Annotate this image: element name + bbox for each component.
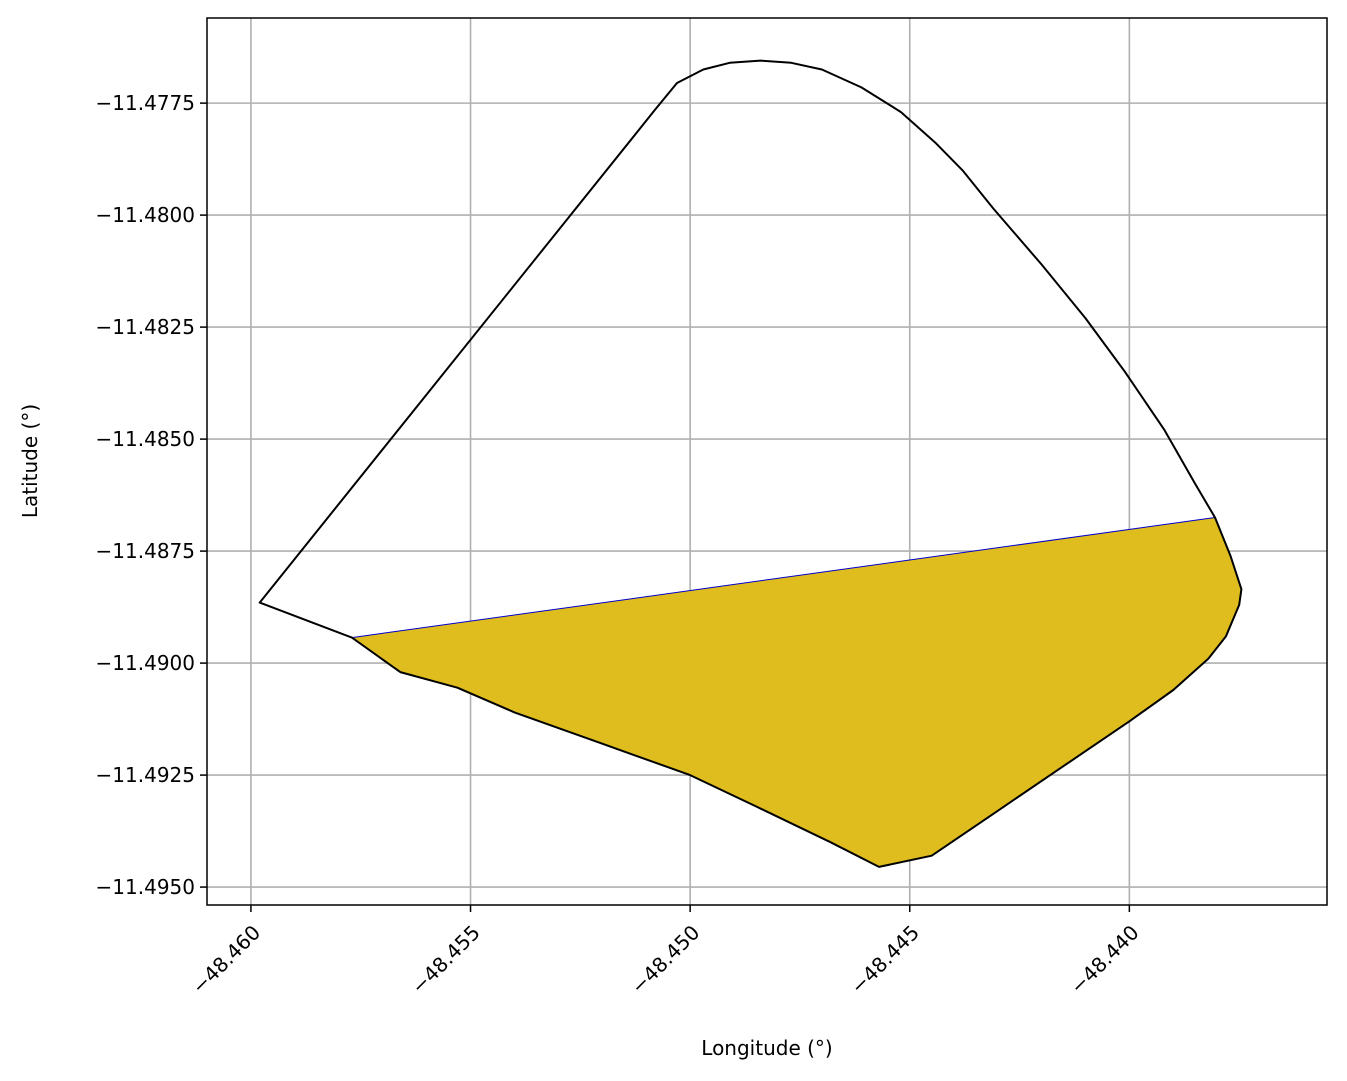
y-tick-label: −11.4875 xyxy=(96,539,195,563)
y-tick-label: −11.4950 xyxy=(96,875,195,899)
y-tick-label: −11.4775 xyxy=(96,91,195,115)
y-tick-label: −11.4925 xyxy=(96,763,195,787)
boundary-outline xyxy=(258,59,1243,868)
y-tick-label: −11.4900 xyxy=(96,651,195,675)
y-axis-label: Latitude (°) xyxy=(18,404,42,518)
plot-data xyxy=(258,59,1243,868)
y-tick-label: −11.4850 xyxy=(96,427,195,451)
x-axis-label: Longitude (°) xyxy=(701,1036,832,1060)
y-tick-label: −11.4800 xyxy=(96,203,195,227)
plot-frame xyxy=(206,17,1328,906)
y-tick-label: −11.4825 xyxy=(96,315,195,339)
